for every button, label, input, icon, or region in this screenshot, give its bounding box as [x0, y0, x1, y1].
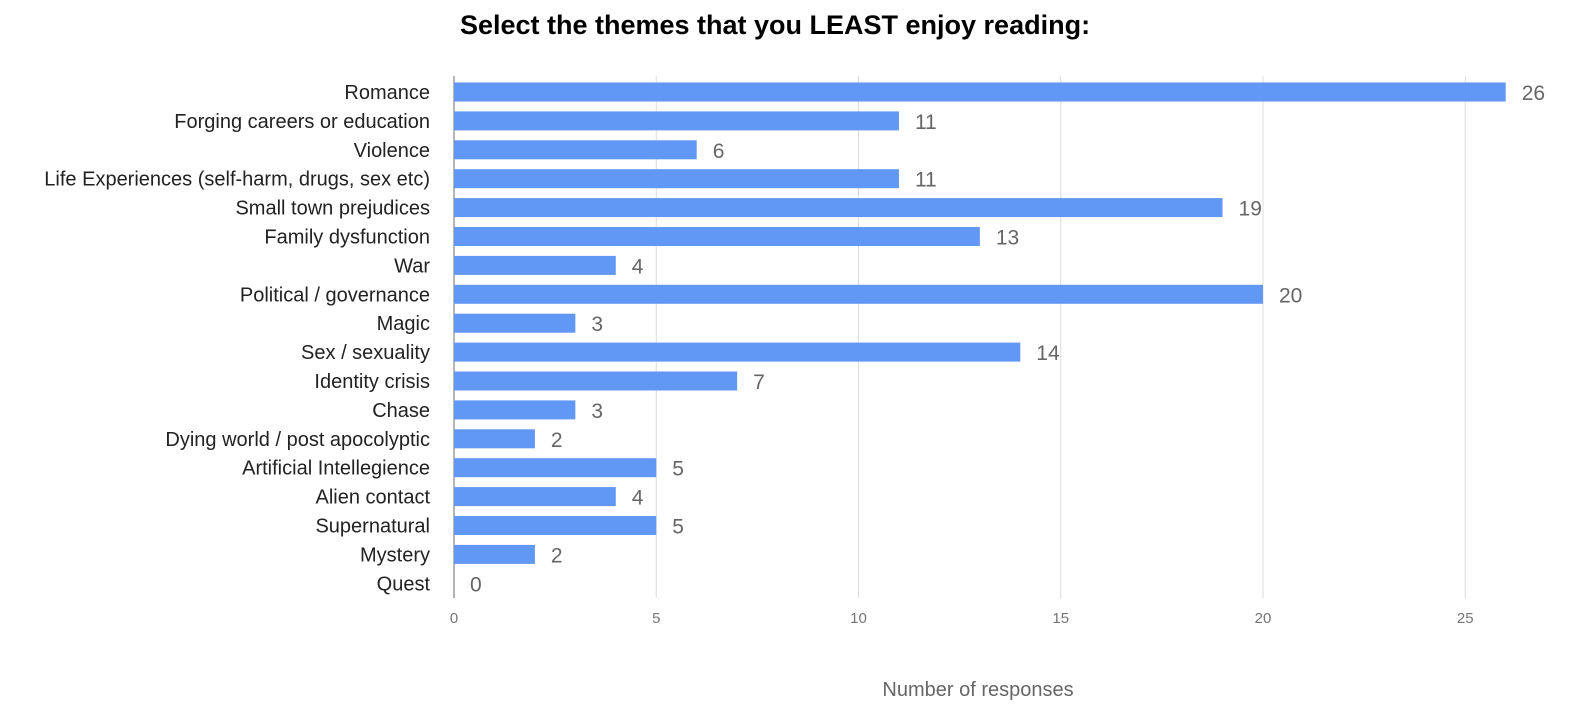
chart-title: Select the themes that you LEAST enjoy r…: [460, 10, 1090, 40]
category-label: Alien contact: [315, 487, 430, 509]
x-axis-ticks: 0 5 10 15 20 25: [450, 610, 1474, 627]
value-label: 14: [1036, 342, 1060, 365]
category-label: Magic: [377, 313, 430, 335]
value-label: 4: [632, 487, 644, 510]
bar: [454, 198, 1223, 218]
bar: [454, 255, 616, 275]
category-label: Mystery: [360, 544, 430, 566]
bar: [454, 169, 899, 189]
value-label: 6: [713, 140, 725, 163]
category-label: Political / governance: [240, 284, 430, 306]
bar: [454, 140, 697, 160]
category-label: Forging careers or education: [174, 111, 430, 133]
x-tick-label: 25: [1457, 610, 1474, 627]
x-tick-label: 10: [850, 610, 867, 627]
category-label: Dying world / post apocolyptic: [165, 429, 430, 451]
value-label: 7: [753, 371, 765, 394]
value-label: 5: [672, 516, 684, 539]
bar: [454, 429, 535, 449]
value-label: 13: [996, 227, 1019, 250]
value-label: 26: [1522, 82, 1545, 105]
category-label: Chase: [372, 400, 430, 422]
category-label: Supernatural: [315, 516, 430, 538]
category-labels: Romance Forging careers or education Viole…: [44, 82, 430, 595]
value-label: 5: [672, 458, 684, 481]
value-label: 4: [632, 255, 644, 278]
value-label: 2: [551, 429, 563, 452]
category-label: Romance: [344, 82, 430, 104]
category-label: Sex / sexuality: [301, 342, 430, 364]
category-label: War: [394, 255, 430, 277]
bars: [454, 82, 1506, 564]
x-tick-label: 5: [652, 610, 660, 627]
value-label: 3: [591, 313, 603, 336]
x-tick-label: 0: [450, 610, 458, 627]
value-label: 11: [915, 111, 937, 134]
bar: [454, 458, 657, 478]
category-label: Life Experiences (self-harm, drugs, sex …: [44, 169, 430, 191]
bar: [454, 342, 1021, 362]
bar: [454, 516, 657, 535]
bar: [454, 487, 616, 507]
x-tick-label: 20: [1255, 610, 1272, 627]
category-label: Artificial Intellegience: [242, 458, 430, 480]
bar: [454, 111, 899, 131]
value-label: 2: [551, 544, 563, 567]
category-label: Identity crisis: [314, 371, 430, 393]
x-axis-title: Number of responses: [882, 679, 1073, 701]
bar: [454, 227, 980, 246]
bar: [454, 313, 576, 333]
bar: [454, 371, 738, 391]
category-label: Quest: [377, 573, 431, 595]
value-label: 0: [470, 573, 482, 596]
category-label: Small town prejudices: [235, 198, 430, 220]
value-label: 19: [1239, 198, 1262, 221]
value-label: 20: [1279, 284, 1302, 307]
bar: [454, 400, 576, 420]
category-label: Violence: [354, 140, 430, 162]
value-label: 3: [591, 400, 603, 423]
bar: [454, 82, 1506, 102]
category-label: Family dysfunction: [264, 227, 430, 249]
x-tick-label: 15: [1052, 610, 1069, 627]
gridlines: [453, 76, 1466, 598]
bar: [454, 544, 535, 564]
value-label: 11: [915, 169, 937, 192]
bar: [454, 284, 1263, 304]
